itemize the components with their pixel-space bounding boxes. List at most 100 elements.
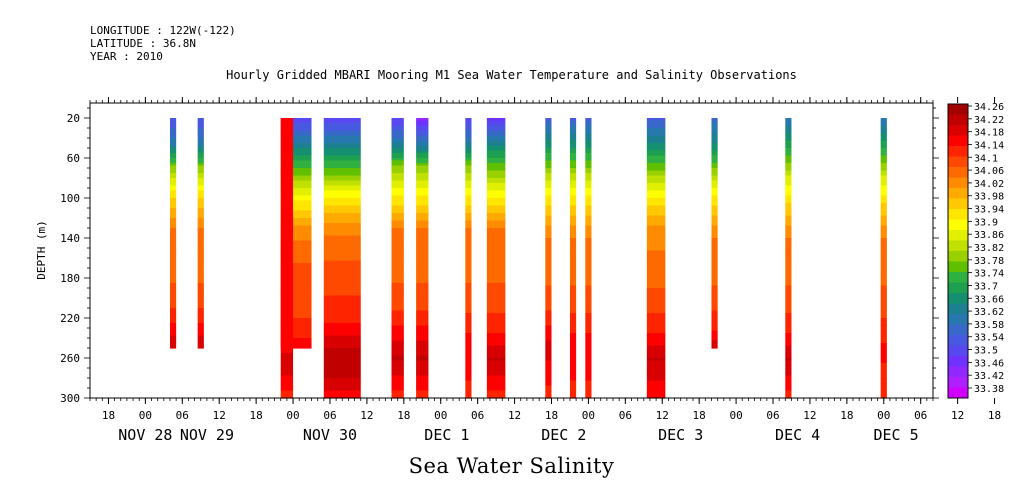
colorbar-swatch (948, 219, 968, 231)
colorbar-frame (947, 103, 969, 399)
colorbar-label: 34.14 (974, 140, 1004, 151)
colorbar-swatch (948, 156, 968, 168)
longitude-label: LONGITUDE : 122W(-122) (90, 24, 236, 37)
colorbar-label: 33.86 (974, 230, 1004, 241)
colorbar-label: 34.06 (974, 166, 1004, 177)
colorbar-label: 33.42 (974, 371, 1004, 382)
colorbar-swatch (948, 303, 968, 315)
data-column-13 (711, 118, 718, 349)
colorbar-swatch (948, 114, 968, 126)
colorbar-swatch (948, 240, 968, 252)
colorbar-label: 33.66 (974, 294, 1004, 305)
colorbar-swatch (948, 335, 968, 346)
x-tick-label: 12 (803, 409, 816, 422)
colorbar-label: 33.5 (974, 346, 998, 357)
colorbar-swatch (948, 293, 968, 304)
y-tick-label: 100 (60, 192, 80, 205)
axes: 18 00 06 12 18 00 06 12 18 00 06 12 18 00 06 12 18 00 06 12… (60, 97, 1001, 444)
x-tick-label: 00 (139, 409, 152, 422)
colorbar-label: 33.94 (974, 205, 1004, 216)
x-tick-label: 06 (914, 409, 927, 422)
colorbar-label: 34.18 (974, 128, 1004, 139)
x-tick-label: 06 (176, 409, 189, 422)
x-tick-label: 00 (582, 409, 595, 422)
data-column-0 (169, 118, 177, 349)
x-tick-label: 06 (766, 409, 779, 422)
y-tick-label: 60 (67, 152, 80, 165)
x-day-label: DEC 1 (424, 426, 469, 444)
colorbar-swatch (948, 230, 968, 241)
colorbar-swatch (948, 135, 968, 147)
x-tick-label: 18 (840, 409, 853, 422)
colorbar-label: 34.26 (974, 102, 1004, 113)
x-tick-label: 18 (693, 409, 706, 422)
colorbar-swatch (948, 167, 968, 178)
data-column-2 (280, 118, 312, 349)
x-tick-label: 00 (286, 409, 299, 422)
colorbar-label: 33.74 (974, 269, 1004, 280)
colorbar-swatch (948, 188, 968, 199)
data-column-4 (323, 118, 361, 399)
colorbar-label: 34.1 (974, 153, 998, 164)
colorbar-swatch (948, 198, 968, 210)
colorbar-label: 33.98 (974, 192, 1004, 203)
colorbar-label: 33.78 (974, 256, 1004, 267)
colorbar-swatch (948, 377, 968, 388)
colorbar-label: 33.54 (974, 333, 1004, 344)
x-tick-label: 18 (102, 409, 115, 422)
colorbar-label: 33.62 (974, 307, 1004, 318)
data-column-3 (280, 118, 294, 399)
colorbar-swatch (948, 146, 968, 157)
data-column-7 (465, 118, 472, 399)
data-column-6 (416, 118, 429, 399)
x-axis-label: Sea Water Salinity (408, 454, 615, 478)
x-tick-label: 06 (619, 409, 632, 422)
colorbar-swatch (948, 282, 968, 294)
x-tick-label: 18 (988, 409, 1001, 422)
plot-area-frame (89, 102, 934, 399)
x-tick-label: 18 (397, 409, 410, 422)
x-tick-label: 12 (213, 409, 226, 422)
colorbar-label: 33.82 (974, 243, 1004, 254)
x-day-label: NOV 28 (118, 426, 172, 444)
colorbar-swatch (948, 125, 968, 136)
x-day-label: DEC 5 (874, 426, 919, 444)
colorbar-swatch (948, 104, 968, 115)
x-day-label: DEC 4 (775, 426, 820, 444)
x-tick-label: 12 (508, 409, 521, 422)
colorbar-label: 34.02 (974, 179, 1004, 190)
location-metadata: LONGITUDE : 122W(-122) LATITUDE : 36.8N … (90, 24, 236, 63)
x-tick-label: 12 (360, 409, 373, 422)
data-column-12 (646, 118, 666, 399)
year-label: YEAR : 2010 (90, 50, 163, 63)
data-column-10 (569, 118, 577, 399)
colorbar-swatch (948, 272, 968, 283)
y-tick-label: 300 (60, 392, 80, 405)
y-axis-label: DEPTH (m) (35, 220, 48, 280)
chart-title: Hourly Gridded MBARI Mooring M1 Sea Wate… (226, 68, 797, 82)
y-tick-label: 260 (60, 352, 80, 365)
x-tick-label: 00 (877, 409, 890, 422)
data-column-1 (197, 118, 204, 349)
x-day-label: DEC 3 (658, 426, 703, 444)
colorbar-label: 33.9 (974, 217, 998, 228)
salinity-columns (169, 118, 887, 399)
colorbar-swatch (948, 177, 968, 189)
x-tick-label: 00 (729, 409, 742, 422)
y-tick-label: 180 (60, 272, 80, 285)
x-day-label: DEC 2 (541, 426, 586, 444)
x-tick-label: 06 (471, 409, 484, 422)
data-column-9 (545, 118, 552, 399)
colorbar-swatch (948, 314, 968, 325)
colorbar-label: 33.58 (974, 320, 1004, 331)
colorbar-swatch (948, 356, 968, 367)
x-tick-label: 00 (434, 409, 447, 422)
latitude-label: LATITUDE : 36.8N (90, 37, 196, 50)
y-tick-label: 20 (67, 112, 80, 125)
y-tick-label: 220 (60, 312, 80, 325)
x-tick-label: 12 (951, 409, 964, 422)
colorbar-swatch (948, 345, 968, 357)
colorbar-label: 34.22 (974, 115, 1004, 126)
x-tick-label: 18 (250, 409, 263, 422)
